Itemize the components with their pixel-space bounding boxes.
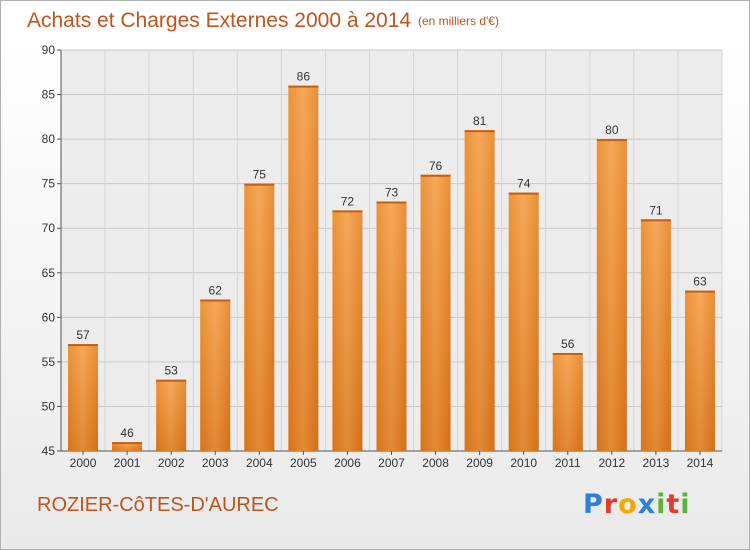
bar-shading: [420, 174, 451, 451]
x-tick-label: 2001: [114, 456, 141, 470]
bar-shading: [332, 210, 363, 451]
x-tick-label: 2013: [643, 456, 670, 470]
data-label: 81: [473, 114, 487, 128]
bar-top-edge: [508, 192, 539, 195]
y-tick-label: 90: [42, 43, 56, 57]
data-label: 75: [253, 168, 267, 182]
bar-shading: [464, 130, 495, 451]
y-tick-label: 75: [42, 177, 56, 191]
chart-title: Achats et Charges Externes 2000 à 2014: [27, 9, 411, 32]
bar-top-edge: [420, 174, 451, 177]
bar-shading: [640, 219, 671, 451]
y-tick-label: 60: [42, 310, 56, 324]
x-tick-label: 2014: [687, 456, 714, 470]
bar-top-edge: [156, 379, 187, 382]
bar-shading: [508, 192, 539, 452]
logo-letter: i: [656, 489, 667, 520]
data-label: 71: [649, 203, 663, 217]
data-label: 86: [297, 70, 311, 84]
data-label: 73: [385, 185, 399, 199]
logo-letter: i: [680, 489, 691, 520]
bar-shading: [376, 201, 407, 451]
bar-shading: [684, 290, 715, 451]
x-tick-label: 2009: [466, 456, 493, 470]
y-tick-label: 85: [42, 88, 56, 102]
bar-shading: [596, 139, 627, 451]
data-label: 53: [164, 364, 178, 378]
x-tick-label: 2002: [158, 456, 185, 470]
x-tick-label: 2007: [378, 456, 405, 470]
data-label: 57: [76, 328, 90, 342]
logo-letter: P: [583, 489, 604, 520]
y-tick-label: 50: [42, 399, 56, 413]
data-label: 56: [561, 337, 575, 351]
logo-letter: t: [666, 489, 681, 520]
bar-shading: [552, 352, 583, 451]
data-label: 80: [605, 123, 619, 137]
chart-unit-note: (en milliers d'€): [418, 14, 499, 28]
bar-top-edge: [332, 210, 363, 213]
y-tick-label: 70: [42, 221, 56, 235]
y-tick-label: 45: [42, 444, 56, 458]
place-name: ROZIER-CôTES-D'AUREC: [37, 494, 279, 516]
bar-shading: [244, 183, 275, 451]
data-labels: 57 46 53 62 75 86 72 73 76 81 74 56 80 71 63: [76, 70, 707, 440]
data-label: 74: [517, 177, 531, 191]
bar-top-edge: [200, 299, 231, 302]
x-tick-label: 2000: [70, 456, 97, 470]
bar-top-edge: [288, 85, 319, 88]
x-tick-label: 2006: [334, 456, 361, 470]
data-label: 63: [693, 275, 707, 289]
x-tick-label: 2012: [598, 456, 625, 470]
bar-top-edge: [112, 442, 143, 445]
bar-top-edge: [68, 344, 99, 347]
x-tick-label: 2003: [202, 456, 229, 470]
logo-letter: o: [618, 489, 638, 520]
bar-shading: [200, 299, 231, 451]
y-tick-label: 65: [42, 266, 56, 280]
logo-letter: r: [603, 489, 619, 520]
bar-top-edge: [244, 183, 275, 186]
bar-shading: [288, 85, 319, 452]
logo-letter: x: [637, 489, 657, 520]
y-tick-label: 80: [42, 132, 56, 146]
proxiti-logo[interactable]: Proxiti: [583, 489, 691, 520]
bar-top-edge: [640, 219, 671, 222]
bar-shading: [68, 344, 99, 451]
data-label: 46: [120, 426, 134, 440]
bar-shading: [112, 442, 143, 451]
bar-top-edge: [596, 139, 627, 142]
x-tick-label: 2010: [510, 456, 537, 470]
x-tick-label: 2004: [246, 456, 273, 470]
data-label: 72: [341, 194, 355, 208]
x-tick-label: 2011: [555, 456, 581, 470]
data-label: 76: [429, 159, 443, 173]
bar-top-edge: [552, 352, 583, 355]
bar-shading: [156, 379, 187, 451]
x-tick-label: 2008: [422, 456, 449, 470]
bar-top-edge: [376, 201, 407, 204]
bars: [68, 85, 715, 452]
x-tick-label: 2005: [290, 456, 317, 470]
data-label: 62: [209, 284, 223, 298]
y-tick-label: 55: [42, 355, 56, 369]
bar-top-edge: [464, 130, 495, 133]
bar-top-edge: [684, 290, 715, 293]
